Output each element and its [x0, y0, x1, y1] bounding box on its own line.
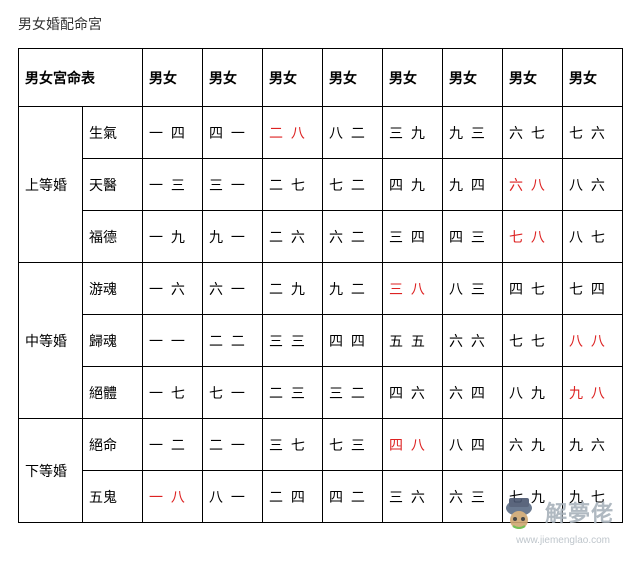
table-row: 絕體一 七七 一二 三三 二四 六六 四八 九九 八: [19, 367, 623, 419]
category-cell: 上等婚: [19, 107, 83, 263]
data-cell: 七 九: [503, 471, 563, 523]
data-cell: 六 四: [443, 367, 503, 419]
watermark-url: www.jiemenglao.com: [516, 535, 610, 546]
data-cell: 一 八: [143, 471, 203, 523]
header-col: 男女: [203, 49, 263, 107]
data-cell: 八 八: [563, 315, 623, 367]
data-cell: 二 四: [263, 471, 323, 523]
table-row: 上等婚生氣一 四四 一二 八八 二三 九九 三六 七七 六: [19, 107, 623, 159]
data-cell: 六 六: [443, 315, 503, 367]
data-cell: 二 八: [263, 107, 323, 159]
header-col: 男女: [503, 49, 563, 107]
table-row: 中等婚游魂一 六六 一二 九九 二三 八八 三四 七七 四: [19, 263, 623, 315]
data-cell: 四 三: [443, 211, 503, 263]
data-cell: 六 一: [203, 263, 263, 315]
data-cell: 七 三: [323, 419, 383, 471]
data-cell: 三 三: [263, 315, 323, 367]
data-cell: 一 九: [143, 211, 203, 263]
subtype-cell: 福德: [83, 211, 143, 263]
data-cell: 九 一: [203, 211, 263, 263]
data-cell: 二 一: [203, 419, 263, 471]
data-cell: 八 九: [503, 367, 563, 419]
header-row: 男女宮命表 男女 男女 男女 男女 男女 男女 男女 男女: [19, 49, 623, 107]
data-cell: 七 四: [563, 263, 623, 315]
subtype-cell: 絕命: [83, 419, 143, 471]
data-cell: 八 四: [443, 419, 503, 471]
data-cell: 一 一: [143, 315, 203, 367]
data-cell: 六 八: [503, 159, 563, 211]
data-cell: 二 二: [203, 315, 263, 367]
data-cell: 四 九: [383, 159, 443, 211]
data-cell: 九 七: [563, 471, 623, 523]
header-col: 男女: [443, 49, 503, 107]
data-cell: 六 二: [323, 211, 383, 263]
data-cell: 四 八: [383, 419, 443, 471]
data-cell: 八 三: [443, 263, 503, 315]
data-cell: 三 七: [263, 419, 323, 471]
data-cell: 三 九: [383, 107, 443, 159]
data-cell: 四 一: [203, 107, 263, 159]
marriage-palace-table: 男女宮命表 男女 男女 男女 男女 男女 男女 男女 男女 上等婚生氣一 四四 …: [18, 48, 623, 523]
data-cell: 一 七: [143, 367, 203, 419]
data-cell: 一 三: [143, 159, 203, 211]
data-cell: 七 二: [323, 159, 383, 211]
header-label: 男女宮命表: [19, 49, 143, 107]
data-cell: 五 五: [383, 315, 443, 367]
data-cell: 一 二: [143, 419, 203, 471]
subtype-cell: 歸魂: [83, 315, 143, 367]
data-cell: 六 七: [503, 107, 563, 159]
data-cell: 九 二: [323, 263, 383, 315]
data-cell: 一 四: [143, 107, 203, 159]
subtype-cell: 五鬼: [83, 471, 143, 523]
data-cell: 八 七: [563, 211, 623, 263]
subtype-cell: 游魂: [83, 263, 143, 315]
header-col: 男女: [143, 49, 203, 107]
data-cell: 七 七: [503, 315, 563, 367]
data-cell: 二 九: [263, 263, 323, 315]
table-row: 下等婚絕命一 二二 一三 七七 三四 八八 四六 九九 六: [19, 419, 623, 471]
data-cell: 九 八: [563, 367, 623, 419]
data-cell: 二 七: [263, 159, 323, 211]
data-cell: 四 二: [323, 471, 383, 523]
table-row: 天醫一 三三 一二 七七 二四 九九 四六 八八 六: [19, 159, 623, 211]
data-cell: 三 四: [383, 211, 443, 263]
data-cell: 一 六: [143, 263, 203, 315]
category-cell: 下等婚: [19, 419, 83, 523]
data-cell: 二 三: [263, 367, 323, 419]
data-cell: 六 三: [443, 471, 503, 523]
data-cell: 四 六: [383, 367, 443, 419]
category-cell: 中等婚: [19, 263, 83, 419]
header-col: 男女: [383, 49, 443, 107]
data-cell: 九 四: [443, 159, 503, 211]
table-row: 福德一 九九 一二 六六 二三 四四 三七 八八 七: [19, 211, 623, 263]
subtype-cell: 生氣: [83, 107, 143, 159]
data-cell: 三 八: [383, 263, 443, 315]
header-col: 男女: [563, 49, 623, 107]
data-cell: 四 四: [323, 315, 383, 367]
header-col: 男女: [323, 49, 383, 107]
data-cell: 六 九: [503, 419, 563, 471]
data-cell: 四 七: [503, 263, 563, 315]
page-title: 男女婚配命宮: [18, 14, 622, 34]
header-col: 男女: [263, 49, 323, 107]
data-cell: 七 六: [563, 107, 623, 159]
data-cell: 九 六: [563, 419, 623, 471]
data-cell: 八 六: [563, 159, 623, 211]
table-row: 歸魂一 一二 二三 三四 四五 五六 六七 七八 八: [19, 315, 623, 367]
data-cell: 二 六: [263, 211, 323, 263]
data-cell: 九 三: [443, 107, 503, 159]
subtype-cell: 絕體: [83, 367, 143, 419]
data-cell: 三 一: [203, 159, 263, 211]
table-row: 五鬼一 八八 一二 四四 二三 六六 三七 九九 七: [19, 471, 623, 523]
data-cell: 八 一: [203, 471, 263, 523]
subtype-cell: 天醫: [83, 159, 143, 211]
data-cell: 八 二: [323, 107, 383, 159]
data-cell: 七 八: [503, 211, 563, 263]
data-cell: 七 一: [203, 367, 263, 419]
data-cell: 三 二: [323, 367, 383, 419]
data-cell: 三 六: [383, 471, 443, 523]
